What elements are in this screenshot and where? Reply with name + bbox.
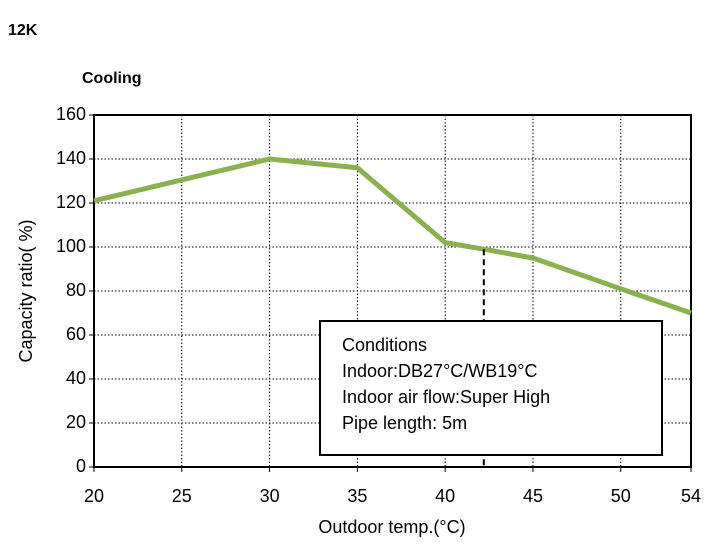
plot-frame <box>93 114 692 468</box>
y-tick-label: 160 <box>56 104 86 124</box>
chart-title: Cooling <box>82 70 142 87</box>
y-tick-label: 140 <box>56 148 86 168</box>
conditions-box <box>319 320 663 456</box>
x-tick-label: 35 <box>347 486 367 506</box>
y-tick-label: 100 <box>56 236 86 256</box>
x-tick-label: 50 <box>611 486 631 506</box>
x-tick-label: 25 <box>172 486 192 506</box>
condition-text: Pipe length: 5m <box>342 413 467 433</box>
y-tick-label: 60 <box>66 324 86 344</box>
x-tick-label: 40 <box>435 486 455 506</box>
y-tick-label: 40 <box>66 368 86 388</box>
y-tick-label: 20 <box>66 412 86 432</box>
condition-text: Indoor:DB27°C/WB19°C <box>342 361 537 381</box>
x-axis-label: Outdoor temp.(°C) <box>318 517 465 537</box>
x-tick-label: 45 <box>523 486 543 506</box>
x-tick-label: 54 <box>681 486 701 506</box>
y-tick-label: 120 <box>56 192 86 212</box>
x-tick-label: 20 <box>84 486 104 506</box>
condition-text: Conditions <box>342 335 427 355</box>
y-tick-label: 0 <box>76 456 86 476</box>
condition-text: Indoor air flow:Super High <box>342 387 550 407</box>
y-axis-label: Capacity ratio( %) <box>16 219 36 362</box>
x-tick-label: 30 <box>260 486 280 506</box>
y-tick-label: 80 <box>66 280 86 300</box>
line-series <box>93 156 692 316</box>
model-label: 12K <box>8 22 38 39</box>
